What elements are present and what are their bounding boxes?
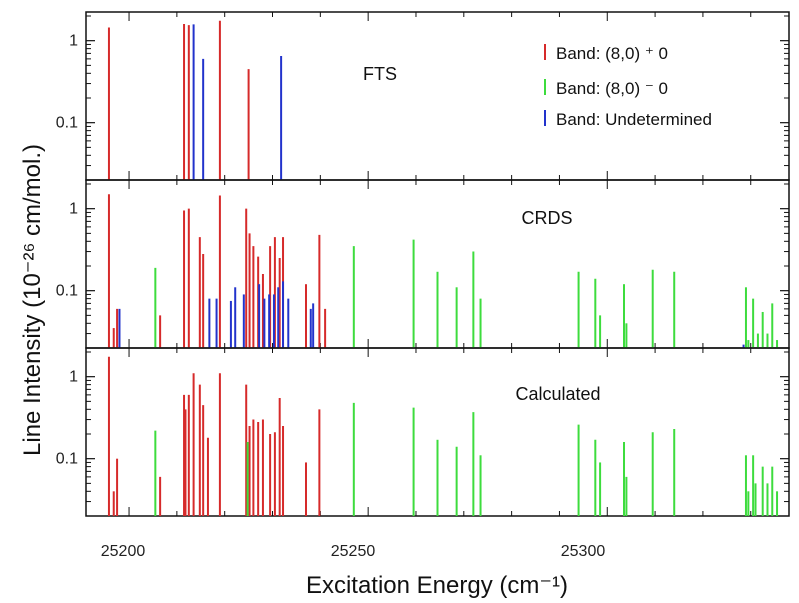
panel-fts: 0.1 1 FTS [56, 11, 790, 181]
panel-crds: 0.1 1 CRDS [56, 179, 790, 349]
y-tick-label: 0.1 [56, 283, 78, 300]
panel-label-fts: FTS [363, 64, 397, 84]
y-tick-label: 0.1 [56, 115, 78, 132]
legend-label-plus: Band: (8,0) ⁺ 0 [556, 44, 668, 63]
legend: Band: (8,0) ⁺ 0 Band: (8,0) ⁻ 0 Band: Un… [544, 44, 712, 129]
panel-label-calculated: Calculated [515, 384, 600, 404]
x-axis-title: Excitation Energy (cm⁻¹) [306, 572, 568, 599]
x-tick-label-25200: 25200 [101, 543, 146, 560]
panel-calculated: 0.1 1 Calculated [56, 347, 790, 517]
y-tick-label: 0.1 [56, 451, 78, 468]
y-tick-label: 1 [69, 369, 78, 386]
y-axis-title: Line Intensity (10⁻²⁶ cm/mol.) [19, 144, 46, 456]
x-tick-label-25250: 25250 [331, 543, 376, 560]
y-tick-label: 1 [69, 33, 78, 50]
legend-label-minus: Band: (8,0) ⁻ 0 [556, 79, 668, 98]
y-tick-label: 1 [69, 201, 78, 218]
panel-label-crds: CRDS [521, 208, 572, 228]
panels-layer: 0.1 1 FTS 0.1 1 CRDS 0.1 1 Calculated [56, 11, 790, 517]
panel-frame [85, 11, 790, 181]
legend-label-undetermined: Band: Undetermined [556, 110, 712, 129]
x-tick-label-25300: 25300 [561, 543, 606, 560]
